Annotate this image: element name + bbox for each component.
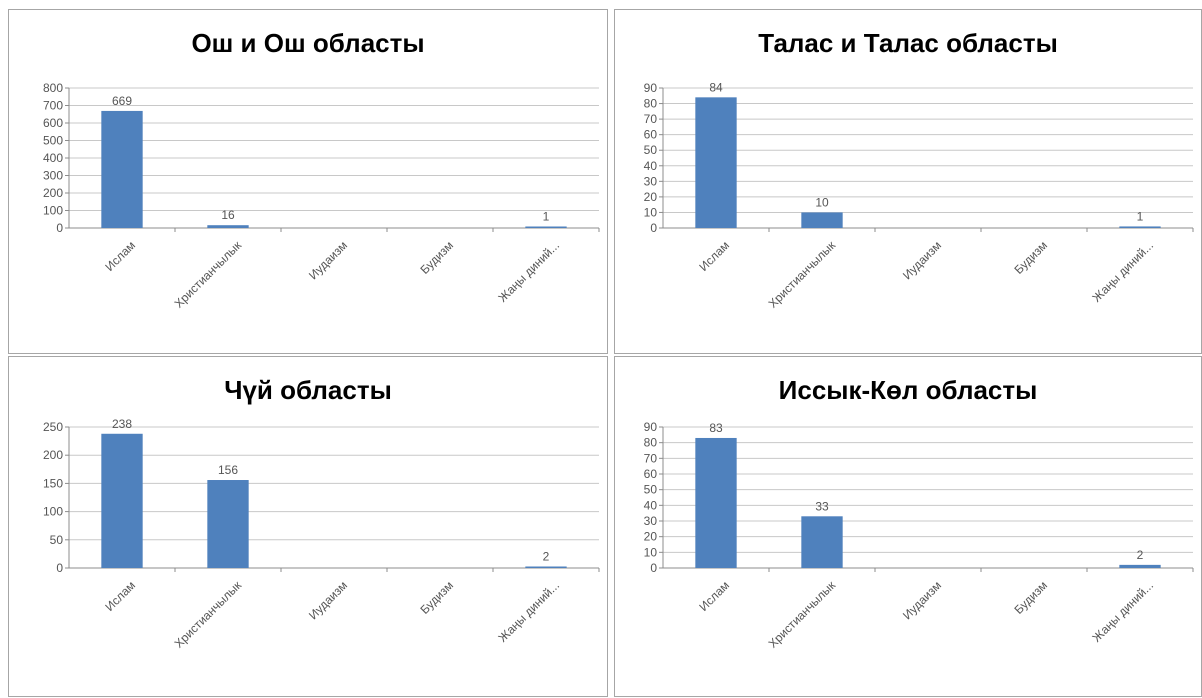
x-tick-label: Будизм	[1011, 238, 1050, 277]
y-tick-label: 150	[43, 476, 63, 490]
x-tick-label: Ислам	[696, 238, 732, 274]
data-label: 2	[543, 550, 550, 564]
y-tick-label: 600	[43, 116, 63, 130]
data-label: 1	[543, 210, 550, 224]
x-tick-label: Ислам	[102, 238, 138, 274]
y-tick-label: 70	[644, 451, 658, 465]
y-tick-label: 90	[644, 81, 658, 95]
y-tick-label: 0	[650, 221, 657, 235]
y-tick-label: 40	[644, 159, 658, 173]
y-tick-label: 60	[644, 128, 658, 142]
data-label: 10	[815, 195, 829, 209]
bar	[695, 437, 737, 568]
x-tick-label: Жаңы диний...	[1089, 578, 1156, 645]
chart-panel-chui: Чүй областы 0 50 100 150 200 250 238 Ислам 156 Хр…	[8, 356, 608, 697]
x-tick-label: Жаңы диний...	[495, 578, 562, 645]
chart-title: Чүй областы	[224, 375, 392, 405]
y-tick-label: 40	[644, 498, 658, 512]
y-tick-label: 50	[644, 143, 658, 157]
y-tick-label: 200	[43, 448, 63, 462]
y-tick-label: 10	[644, 545, 658, 559]
y-tick-label: 70	[644, 112, 658, 126]
x-tick-label: Ислам	[696, 578, 732, 614]
bar	[525, 566, 567, 568]
y-tick-label: 20	[644, 190, 658, 204]
x-tick-label: Будизм	[1011, 578, 1050, 617]
y-tick-label: 500	[43, 134, 63, 148]
y-tick-label: 300	[43, 169, 63, 183]
data-label: 33	[815, 499, 829, 513]
y-tick-label: 50	[50, 533, 64, 547]
x-tick-label: Жаңы диний...	[495, 238, 562, 305]
data-label: 156	[218, 463, 238, 477]
y-tick-label: 10	[644, 205, 658, 219]
x-tick-label: Ислам	[102, 578, 138, 614]
chart-panel-issyk-kul: Иссык-Көл областы 0 10 20 30 40 50 60 70 80 90 83 И…	[614, 356, 1202, 697]
y-tick-label: 30	[644, 514, 658, 528]
y-tick-label: 80	[644, 97, 658, 111]
bar	[801, 212, 843, 228]
bar	[525, 226, 567, 228]
x-tick-label: Христианчылык	[172, 238, 245, 311]
bar	[1119, 564, 1161, 568]
y-tick-label: 50	[644, 483, 658, 497]
x-tick-label: Христианчылык	[172, 578, 245, 651]
y-tick-label: 250	[43, 420, 63, 434]
x-tick-label: Будизм	[417, 578, 456, 617]
data-label: 2	[1137, 548, 1144, 562]
chart-panel-osh: Ош и Ош областы 0 100 200 300 400 500 600 700 80…	[8, 9, 608, 354]
y-tick-label: 0	[650, 561, 657, 575]
x-tick-label: Христианчылык	[766, 238, 839, 311]
x-tick-label: Христианчылык	[766, 578, 839, 651]
x-tick-label: Иудаизм	[306, 238, 350, 282]
y-tick-label: 80	[644, 436, 658, 450]
bar	[101, 433, 143, 568]
y-tick-label: 60	[644, 467, 658, 481]
data-label: 16	[221, 208, 235, 222]
bar-chart-chui: 0 50 100 150 200 250 238 Ислам 156 Христианчылык И…	[43, 417, 600, 651]
bar-chart-osh: 0 100 200 300 400 500 600 700 800 669 Ислам 16 Христ…	[43, 81, 600, 311]
y-tick-label: 800	[43, 81, 63, 95]
y-tick-label: 0	[56, 561, 63, 575]
y-tick-label: 400	[43, 151, 63, 165]
chart-panel-talas: Талас и Талас областы 0 10 20 30 40 50 60 70 80 9…	[614, 9, 1202, 354]
chart-title: Иссык-Көл областы	[778, 375, 1038, 405]
y-tick-label: 100	[43, 505, 63, 519]
y-tick-label: 100	[43, 204, 63, 218]
x-tick-label: Иудаизм	[900, 238, 944, 282]
data-label: 84	[709, 80, 723, 94]
y-tick-label: 20	[644, 530, 658, 544]
data-label: 83	[709, 421, 723, 435]
y-tick-label: 30	[644, 174, 658, 188]
bar	[801, 516, 843, 568]
bar	[207, 480, 249, 568]
chart-title: Ош и Ош областы	[191, 28, 425, 58]
bar	[101, 110, 143, 228]
x-tick-label: Иудаизм	[900, 578, 944, 622]
chart-title: Талас и Талас областы	[758, 28, 1058, 58]
y-tick-label: 700	[43, 99, 63, 113]
data-label: 238	[112, 417, 132, 431]
y-tick-label: 90	[644, 420, 658, 434]
x-tick-label: Иудаизм	[306, 578, 350, 622]
y-tick-label: 0	[56, 221, 63, 235]
x-tick-label: Будизм	[417, 238, 456, 277]
data-label: 1	[1137, 209, 1144, 223]
bar	[207, 225, 249, 228]
y-tick-label: 200	[43, 186, 63, 200]
x-tick-label: Жаңы диний...	[1089, 238, 1156, 305]
bar	[1119, 226, 1161, 228]
data-label: 669	[112, 94, 132, 108]
bar	[695, 97, 737, 228]
